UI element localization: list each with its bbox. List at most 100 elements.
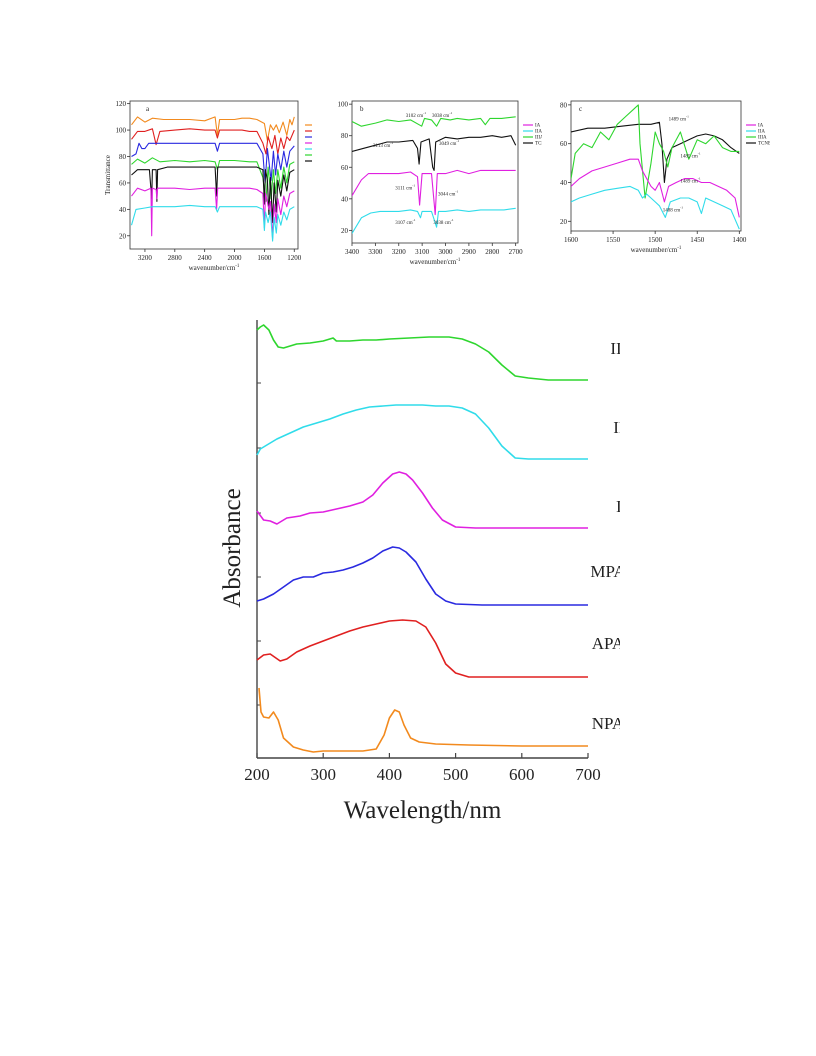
legend-label-iia: IIA bbox=[535, 130, 542, 135]
chart-panel-c: 1600 1550 1500 1450 1400 20 40 60 80 wavenumber/c… bbox=[560, 100, 770, 254]
series-line-ia bbox=[131, 187, 295, 239]
x-tick-label: 1200 bbox=[287, 254, 302, 262]
y-tick-label: 80 bbox=[560, 101, 568, 109]
peak-annotation: 3038 cm-1 bbox=[432, 111, 453, 119]
series-line-iiia bbox=[352, 116, 516, 127]
series-line-iia bbox=[352, 207, 516, 234]
peak-annotation: 3113 cm-1 bbox=[373, 141, 393, 149]
legend-label-iia: IIA bbox=[758, 130, 765, 135]
series-line-iiia bbox=[256, 324, 588, 381]
x-tick-label: 3100 bbox=[415, 248, 430, 256]
x-tick-label: 600 bbox=[509, 765, 535, 784]
x-tick-label: 2400 bbox=[198, 254, 213, 262]
y-tick-label: 120 bbox=[116, 100, 127, 108]
x-tick-label: 3400 bbox=[345, 248, 360, 256]
x-tick-label: 2700 bbox=[509, 248, 524, 256]
y-tick-label: 40 bbox=[119, 206, 127, 214]
series-line-tcnb bbox=[571, 121, 740, 184]
legend-label-iiia: IIIA bbox=[758, 136, 767, 141]
series-label-npa: NPA bbox=[592, 714, 620, 733]
series-line-ia bbox=[352, 169, 516, 216]
plot-frame bbox=[351, 100, 519, 244]
x-tick-label: 1500 bbox=[648, 236, 663, 244]
y-tick-label: 60 bbox=[560, 140, 568, 148]
x-tick-label: 1400 bbox=[732, 236, 747, 244]
uv-vis-absorbance-chart: 200 300 400 500 600 700 Wavelength/nm Absorbanc… bbox=[219, 320, 620, 824]
y-tick-label: 20 bbox=[560, 218, 568, 226]
x-tick-label: 700 bbox=[575, 765, 601, 784]
peak-annotation: 3107 cm-1 bbox=[395, 218, 416, 226]
legend-label-tcnb: TCNB bbox=[758, 142, 770, 147]
series-line-mpa bbox=[131, 142, 295, 184]
peak-annotation: 3038 cm-1 bbox=[433, 218, 454, 226]
chart-panel-b: 3400 3300 3200 3100 3000 2900 2800 2700 20 40 60 80… bbox=[338, 100, 542, 266]
x-tick-label: 200 bbox=[244, 765, 270, 784]
x-axis-label: wavenumber/cm-1 bbox=[631, 246, 682, 254]
peak-annotation: 1485 cm-1 bbox=[680, 151, 701, 159]
plot-frame bbox=[570, 100, 742, 232]
x-tick-label: 1600 bbox=[257, 254, 272, 262]
x-tick-label: 1450 bbox=[690, 236, 705, 244]
y-tick-label: 40 bbox=[341, 195, 349, 203]
series-line-tcnb bbox=[352, 135, 517, 171]
x-tick-label: 2800 bbox=[485, 248, 500, 256]
y-tick-label: 100 bbox=[338, 101, 349, 109]
legend-label-tcnb: TCNB bbox=[535, 142, 542, 147]
x-tick-label: 2000 bbox=[228, 254, 243, 262]
x-tick-label: 2900 bbox=[462, 248, 477, 256]
series-line-npa bbox=[258, 687, 588, 753]
y-axis-label: Absorbance bbox=[219, 488, 246, 607]
y-tick-label: 40 bbox=[560, 179, 568, 187]
y-tick-label: 20 bbox=[119, 232, 127, 240]
series-line-iiia bbox=[571, 104, 740, 199]
x-tick-label: 2800 bbox=[168, 254, 183, 262]
series-line-apa bbox=[256, 619, 588, 678]
series-label-iia: IIA bbox=[613, 418, 620, 437]
peak-annotation: 1488 cm-1 bbox=[663, 206, 684, 214]
series-line-ia bbox=[571, 158, 740, 218]
series-line-iiia bbox=[131, 157, 295, 202]
panel-label: b bbox=[360, 105, 364, 113]
series-label-ia: IA bbox=[616, 497, 620, 516]
y-axis-label: Transmittance bbox=[104, 155, 112, 195]
y-tick-label: 80 bbox=[119, 153, 127, 161]
series-label-mpa: MPA bbox=[590, 562, 620, 581]
series-line-ia bbox=[256, 471, 588, 529]
series-line-apa bbox=[131, 128, 295, 155]
legend-label-ia: IA bbox=[758, 124, 764, 129]
x-axis-label: Wavelength/nm bbox=[344, 797, 502, 824]
x-tick-label: 3200 bbox=[392, 248, 407, 256]
y-tick-label: 20 bbox=[341, 227, 349, 235]
y-tick-label: 100 bbox=[116, 127, 127, 135]
y-tick-label: 80 bbox=[341, 132, 349, 140]
x-tick-label: 1600 bbox=[564, 236, 579, 244]
legend-label-iiia: IIIA bbox=[535, 136, 542, 141]
x-tick-label: 500 bbox=[443, 765, 469, 784]
series-line-iia bbox=[130, 204, 295, 242]
x-tick-label: 3000 bbox=[439, 248, 454, 256]
peak-annotation: 3049 cm-1 bbox=[439, 139, 460, 147]
peak-annotation: 3044 cm-1 bbox=[438, 190, 459, 198]
panel-label: a bbox=[146, 105, 150, 113]
x-tick-label: 1550 bbox=[606, 236, 621, 244]
x-tick-label: 3300 bbox=[368, 248, 383, 256]
panel-label: c bbox=[579, 105, 582, 113]
x-axis-label: wavenumber/cm-1 bbox=[410, 258, 461, 266]
series-label-iiia: IIIA bbox=[610, 339, 620, 358]
plot-frame bbox=[129, 100, 299, 250]
series-line-tcnb bbox=[131, 166, 295, 224]
series-line-iia bbox=[256, 404, 588, 460]
x-tick-label: 300 bbox=[310, 765, 336, 784]
peak-annotation: 3111 cm-1 bbox=[395, 183, 415, 191]
y-tick-label: 60 bbox=[119, 179, 127, 187]
x-axis-label: wavenumber/cm-1 bbox=[189, 264, 240, 272]
series-line-npa bbox=[131, 116, 295, 142]
legend-label-ia: IA bbox=[535, 124, 541, 129]
y-tick-label: 60 bbox=[341, 164, 349, 172]
peak-annotation: 3102 cm-1 bbox=[406, 111, 427, 119]
peak-annotation: 1489 cm-1 bbox=[669, 114, 690, 122]
chart-panel-a: 3200 2800 2400 2000 1600 1200 20 40 60 80 100 120 wa… bbox=[104, 100, 312, 272]
series-line-iia bbox=[571, 185, 740, 230]
peak-annotation: 1489 cm-1 bbox=[680, 176, 701, 184]
series-label-apa: APA bbox=[592, 634, 620, 653]
